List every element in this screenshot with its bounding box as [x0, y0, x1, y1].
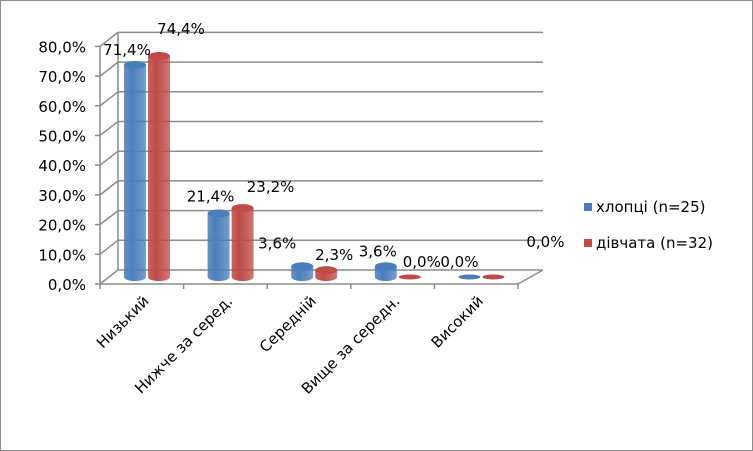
bar-top — [148, 52, 170, 61]
gridline-side — [99, 91, 119, 107]
x-tick-label: Низький — [93, 292, 153, 352]
bar-0-4 — [458, 274, 481, 280]
bar-0-1 — [207, 213, 230, 281]
data-label: 0,0% — [403, 253, 441, 271]
bar-top — [374, 262, 397, 271]
y-tick-label: 30,0% — [38, 187, 86, 205]
data-label: 0,0% — [440, 253, 478, 271]
data-label: 23,2% — [247, 178, 295, 196]
y-tick-label: 20,0% — [38, 217, 86, 235]
bar-top — [231, 204, 254, 213]
data-label: 2,3% — [315, 246, 353, 264]
data-label: 3,6% — [258, 234, 296, 252]
bar-0-3 — [374, 266, 397, 281]
legend-label-boys: хлопці (n=25) — [596, 198, 706, 216]
legend-swatch-girls — [584, 239, 592, 247]
legend-item-girls: дівчата (n=32) — [584, 234, 713, 252]
gridline-side — [99, 150, 119, 166]
x-tick-label: Середній — [256, 292, 320, 356]
bar-0-2 — [291, 266, 314, 281]
bar-1-3 — [398, 274, 421, 280]
gridline-side — [99, 180, 119, 196]
gridline-side — [99, 120, 119, 137]
y-tick-label: 0,0% — [48, 276, 86, 294]
x-tick-label: Високий — [428, 292, 487, 351]
y-tick-label: 40,0% — [38, 157, 86, 175]
gridline-side — [99, 239, 119, 255]
data-label: 3,6% — [359, 242, 397, 260]
gridline-side — [99, 31, 119, 47]
floor-edge — [517, 269, 544, 285]
bar-0-0 — [124, 64, 146, 281]
bar-1-4 — [482, 274, 505, 280]
legend-item-boys: хлопці (n=25) — [584, 198, 705, 216]
bar-top — [124, 60, 146, 69]
bar-top — [207, 209, 230, 218]
data-label: 71,4% — [103, 41, 151, 59]
y-tick-label: 70,0% — [38, 68, 86, 86]
y-tick-label: 60,0% — [38, 98, 86, 116]
y-tick-label: 80,0% — [38, 38, 86, 56]
bar-1-1 — [231, 208, 254, 281]
data-label: 0,0% — [526, 233, 564, 251]
bar-top — [315, 266, 338, 275]
bar-1-0 — [148, 56, 170, 282]
gridline-side — [99, 269, 119, 285]
data-label: 74,4% — [157, 20, 205, 38]
legend-label-girls: дівчата (n=32) — [596, 234, 713, 252]
legend-swatch-boys — [584, 203, 592, 211]
gridline-side — [99, 61, 119, 77]
y-tick-label: 50,0% — [38, 128, 86, 146]
bar-top — [291, 262, 314, 271]
data-label: 21,4% — [187, 187, 235, 205]
y-tick-label: 10,0% — [38, 246, 86, 264]
gridline-side — [99, 210, 119, 226]
